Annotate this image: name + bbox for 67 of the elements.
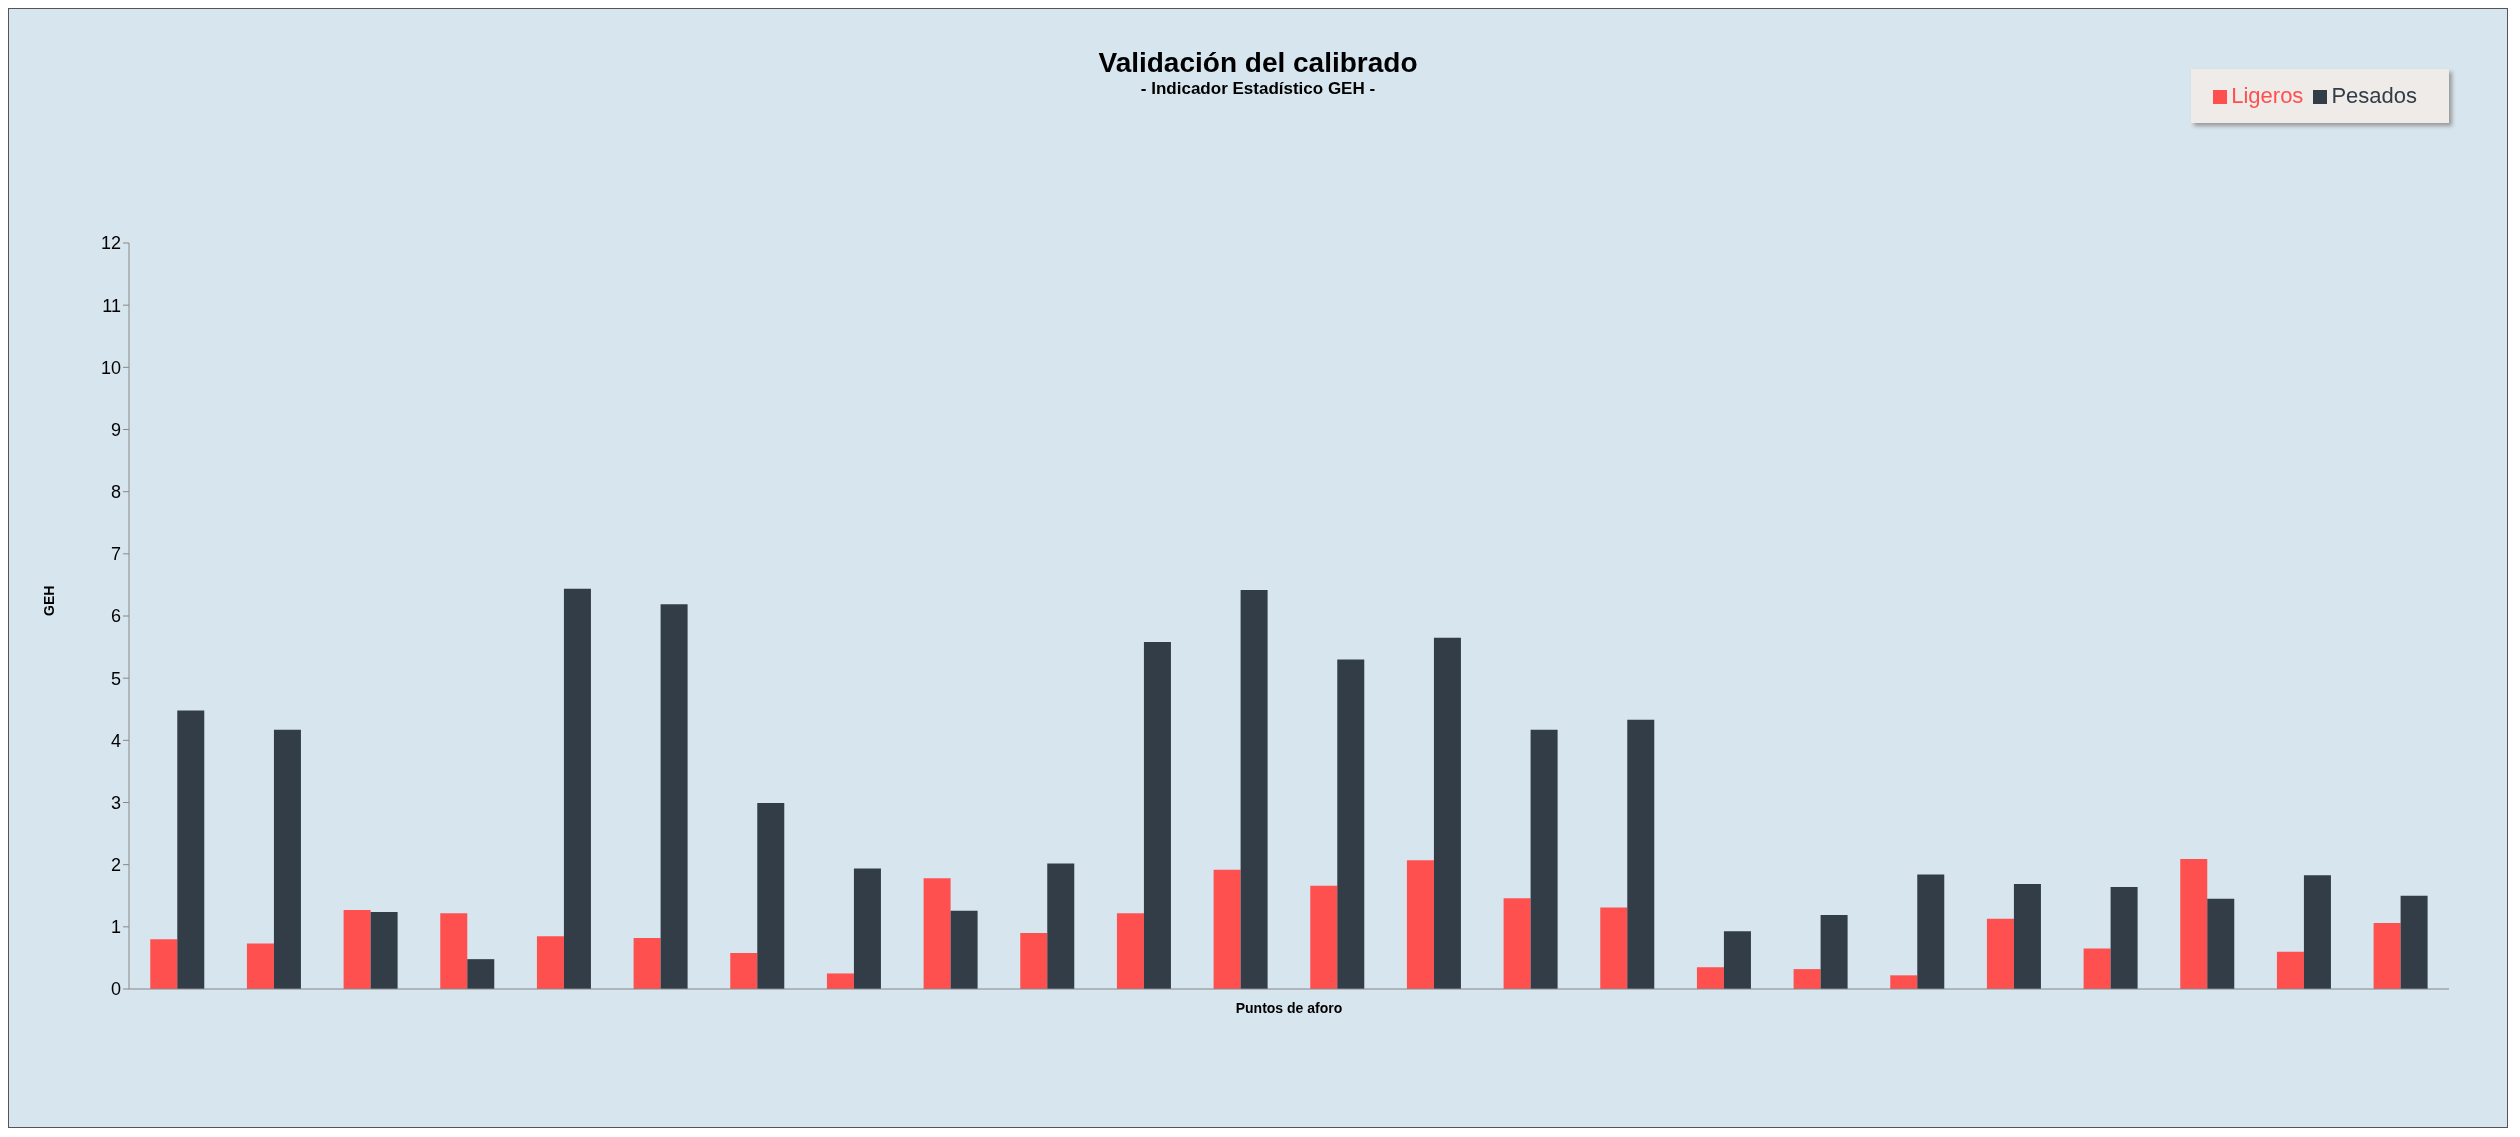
- bar: [853, 868, 881, 989]
- bar: [950, 910, 978, 989]
- bar: [246, 943, 274, 989]
- bar: [563, 588, 591, 989]
- bar: [2180, 859, 2208, 989]
- bar: [1337, 659, 1365, 989]
- legend-label: Pesados: [2331, 83, 2417, 108]
- bar: [2400, 895, 2428, 989]
- y-tick-label: 5: [110, 668, 121, 689]
- y-tick-label: 8: [110, 482, 121, 503]
- y-tick-label: 10: [100, 357, 121, 378]
- bar: [1047, 863, 1075, 989]
- y-tick-label: 12: [100, 233, 121, 254]
- bar: [1240, 589, 1268, 989]
- bar: [1503, 898, 1531, 989]
- bar: [343, 910, 371, 989]
- chart-subtitle: - Indicador Estadístico GEH -: [1140, 79, 1376, 98]
- bar: [2373, 923, 2401, 989]
- y-tick-label: 9: [110, 419, 121, 440]
- bar: [1116, 913, 1144, 989]
- bar: [273, 729, 301, 989]
- bar: [1310, 885, 1338, 989]
- bar: [2013, 883, 2041, 989]
- y-tick-label: 1: [110, 917, 121, 938]
- y-tick-label: 4: [110, 730, 121, 751]
- y-tick-label: 11: [102, 295, 121, 316]
- bar: [730, 952, 758, 989]
- y-tick-label: 2: [110, 855, 121, 876]
- y-tick-label: 3: [110, 792, 121, 813]
- bar: [2276, 951, 2304, 989]
- bar: [2303, 875, 2331, 989]
- bar: [633, 938, 661, 989]
- bar: [370, 911, 398, 989]
- chart-title: Validación del calibrado: [1097, 47, 1419, 79]
- y-tick-label: 6: [110, 606, 121, 627]
- bar: [1627, 719, 1655, 989]
- bar: [2083, 948, 2111, 989]
- bar: [1917, 874, 1945, 989]
- y-tick-label: 0: [110, 979, 121, 1000]
- bar: [660, 604, 688, 989]
- bar: [1213, 869, 1241, 989]
- bar: [440, 913, 468, 989]
- bar: [923, 878, 951, 989]
- bar: [1433, 637, 1461, 989]
- bar: [1723, 931, 1751, 989]
- bar: [1890, 975, 1918, 989]
- bar: [536, 936, 564, 989]
- bar: [467, 959, 495, 989]
- legend-label: Ligeros: [2231, 83, 2304, 108]
- bar: [1696, 967, 1724, 989]
- bar: [1020, 933, 1048, 989]
- bar: [1986, 918, 2014, 989]
- bar: [1600, 907, 1628, 989]
- bar: [2207, 898, 2235, 989]
- y-tick-label: 7: [110, 544, 121, 565]
- bar: [1406, 860, 1434, 989]
- x-axis-title: Puntos de aforo: [1235, 999, 1343, 1016]
- bar: [757, 803, 785, 989]
- y-axis-title: GEH: [40, 585, 57, 616]
- bar: [1530, 729, 1558, 989]
- bar: [177, 710, 205, 989]
- bar: [1793, 969, 1821, 989]
- bar: [1820, 915, 1848, 989]
- bar: [1143, 642, 1171, 989]
- bar: [150, 939, 178, 989]
- bar: [2110, 887, 2138, 989]
- bar: [826, 973, 854, 989]
